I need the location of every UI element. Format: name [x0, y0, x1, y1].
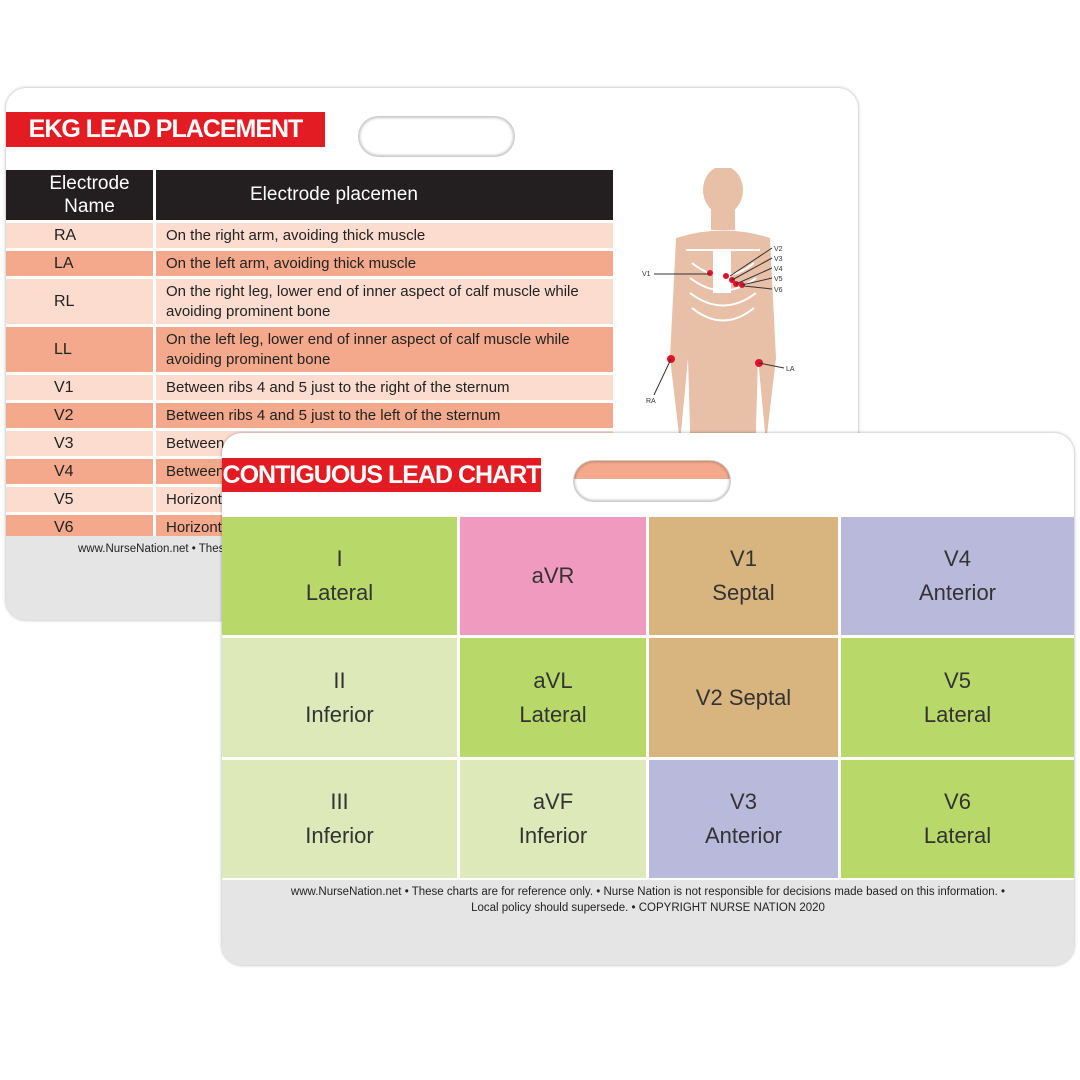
ribcage-icon: [686, 249, 760, 322]
lead-region: Inferior: [305, 701, 374, 727]
table-row: RL On the right leg, lower end of inner a…: [6, 279, 613, 324]
lead-cell: V6 Lateral: [841, 760, 1074, 878]
electrode-name: RA: [6, 223, 156, 248]
disclaimer-line-1: www.NurseNation.net • These charts are f…: [290, 886, 1006, 898]
svg-text:LA: LA: [786, 366, 795, 373]
lead-cell: aVF Inferior: [460, 760, 646, 878]
card-title: EKG LEAD PLACEMENT: [6, 112, 325, 147]
lead-name: V5: [944, 667, 971, 693]
electrode-placement: On the left arm, avoiding thick muscle: [156, 251, 613, 276]
svg-text:V4: V4: [774, 266, 783, 273]
svg-text:V1: V1: [642, 271, 651, 278]
lead-region: Inferior: [518, 823, 588, 848]
table-row: LA On the left arm, avoiding thick muscle: [6, 251, 613, 276]
header-electrode-name: Electrode Name: [6, 170, 156, 220]
table-row: V1 Between ribs 4 and 5 just to the right…: [6, 375, 613, 400]
lead-name: aVF: [532, 789, 574, 814]
lead-cell: II Inferior: [222, 638, 457, 757]
lead-name: V1: [730, 546, 757, 571]
svg-text:V5: V5: [774, 276, 783, 283]
front-footer: www.NurseNation.net • These charts are f…: [222, 880, 1074, 965]
electrode-v1: [707, 270, 713, 276]
electrode-name: V3: [6, 431, 156, 456]
lead-region: Lateral: [923, 701, 992, 727]
lead-cell: V4 Anterior: [841, 517, 1074, 635]
electrode-placement: On the left leg, lower end of inner aspe…: [156, 327, 613, 372]
lead-grid: I Lateral aVR V1 Septal V4 Anterior II Inferior a…: [222, 517, 1074, 878]
lead-cell: I Lateral: [222, 517, 457, 635]
lead-cell: V3 Anterior: [649, 760, 838, 878]
header-electrode-placement: Electrode placemen: [156, 170, 613, 220]
electrode-name: V6: [6, 515, 156, 540]
contiguous-lead-chart-card: CONTIGUOUS LEAD CHART I Lateral aVR V1 Septa…: [222, 433, 1074, 965]
lead-cell: V5 Lateral: [841, 638, 1074, 757]
electrode-name: V5: [6, 487, 156, 512]
lead-name: II: [333, 667, 346, 693]
electrode-name: LA: [6, 251, 156, 276]
electrode-name: V2: [6, 403, 156, 428]
svg-text:V6: V6: [774, 287, 783, 294]
electrode-name: LL: [6, 327, 156, 372]
lead-name: aVL: [533, 667, 573, 693]
disclaimer-line-2: Local policy should supersede. • COPYRIG…: [471, 902, 825, 914]
svg-text:RA: RA: [646, 398, 656, 405]
lead-region: Anterior: [918, 580, 997, 605]
electrode-name: RL: [6, 279, 156, 324]
lead-region: Lateral: [923, 823, 992, 848]
lead-region: Lateral: [305, 580, 374, 605]
table-row: LL On the left leg, lower end of inner as…: [6, 327, 613, 372]
table-row: RA On the right arm, avoiding thick muscl…: [6, 223, 613, 248]
lead-region: Lateral: [519, 701, 587, 727]
electrode-placement: On the right leg, lower end of inner asp…: [156, 279, 613, 324]
electrode-name: V4: [6, 459, 156, 484]
lead-cell: aVL Lateral: [460, 638, 646, 757]
lead-name: V3: [730, 789, 757, 814]
electrode-placement: On the right arm, avoiding thick muscle: [156, 223, 613, 248]
svg-text:V2: V2: [774, 246, 783, 253]
lead-cell: III Inferior: [222, 760, 457, 878]
lead-name: V4: [944, 546, 971, 571]
lead-cell: V1 Septal: [649, 517, 838, 635]
lead-region: Anterior: [704, 823, 783, 848]
lead-name: III: [330, 789, 349, 814]
lead-cell: V2 Septal: [649, 638, 838, 757]
electrode-placement: Between ribs 4 and 5 just to the right o…: [156, 375, 613, 400]
lanyard-slot: [573, 460, 731, 502]
electrode-placement: Between ribs 4 and 5 just to the left of…: [156, 403, 613, 428]
lead-cell: aVR: [460, 517, 646, 635]
lead-name: V2 Septal: [695, 684, 792, 710]
lead-name: I: [336, 546, 343, 571]
table-row: V2 Between ribs 4 and 5 just to the left …: [6, 403, 613, 428]
lead-region: Inferior: [305, 823, 374, 848]
lanyard-slot: [358, 116, 515, 157]
card-title: CONTIGUOUS LEAD CHART: [222, 458, 541, 492]
lead-region: Septal: [712, 580, 775, 605]
svg-text:V3: V3: [774, 256, 783, 263]
lead-name: V6: [944, 789, 971, 814]
electrode-name: V1: [6, 375, 156, 400]
lead-name: aVR: [531, 563, 575, 588]
